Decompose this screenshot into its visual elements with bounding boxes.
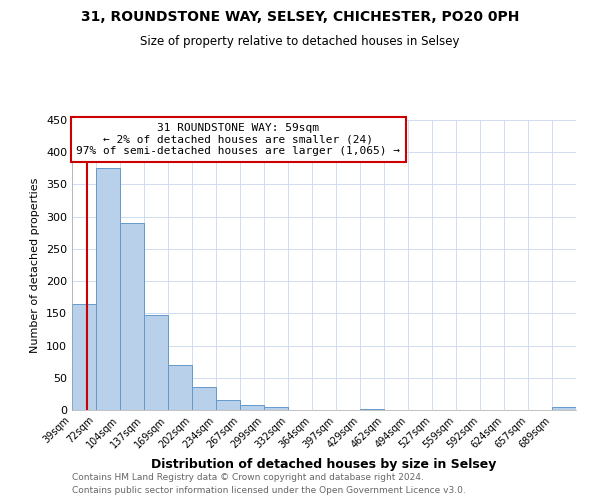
Bar — [144, 314, 168, 410]
Bar — [168, 365, 192, 410]
Text: Contains public sector information licensed under the Open Government Licence v3: Contains public sector information licen… — [72, 486, 466, 495]
Bar — [240, 406, 264, 410]
Text: Contains HM Land Registry data © Crown copyright and database right 2024.: Contains HM Land Registry data © Crown c… — [72, 474, 424, 482]
Bar — [96, 168, 120, 410]
Bar — [72, 304, 96, 410]
Bar — [552, 407, 576, 410]
Text: Size of property relative to detached houses in Selsey: Size of property relative to detached ho… — [140, 35, 460, 48]
Bar — [120, 223, 144, 410]
Text: 31, ROUNDSTONE WAY, SELSEY, CHICHESTER, PO20 0PH: 31, ROUNDSTONE WAY, SELSEY, CHICHESTER, … — [81, 10, 519, 24]
Y-axis label: Number of detached properties: Number of detached properties — [31, 178, 40, 352]
Text: 31 ROUNDSTONE WAY: 59sqm
← 2% of detached houses are smaller (24)
97% of semi-de: 31 ROUNDSTONE WAY: 59sqm ← 2% of detache… — [76, 123, 400, 156]
Bar — [360, 408, 384, 410]
X-axis label: Distribution of detached houses by size in Selsey: Distribution of detached houses by size … — [151, 458, 497, 471]
Bar — [216, 400, 240, 410]
Bar — [264, 407, 288, 410]
Bar — [192, 388, 216, 410]
